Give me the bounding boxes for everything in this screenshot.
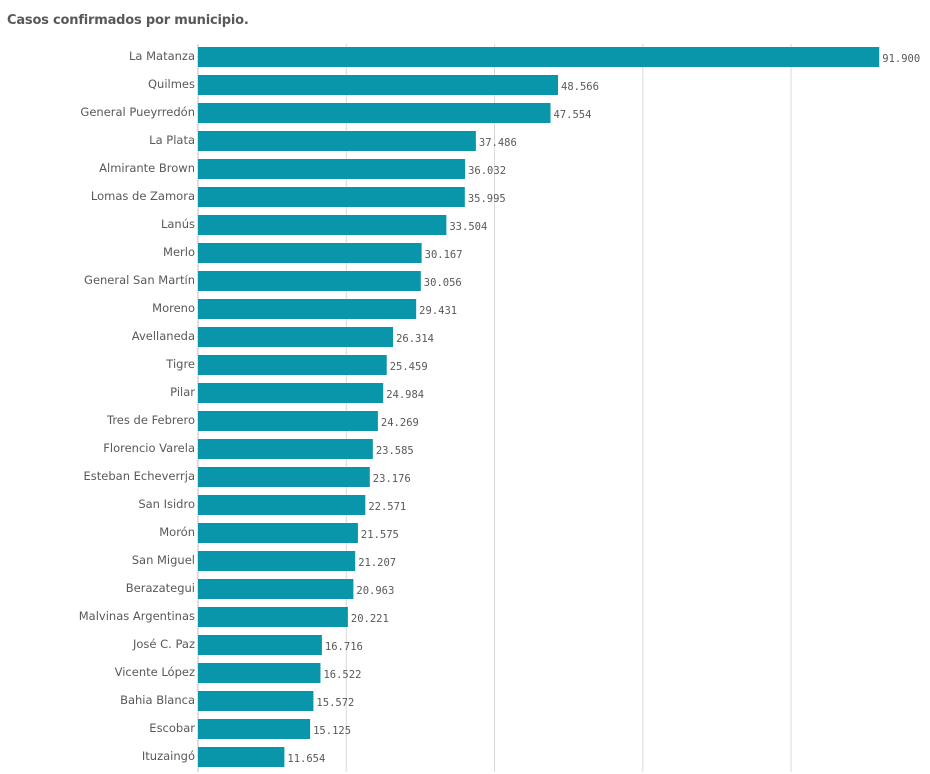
category-label: Morón [159, 525, 195, 539]
bar[interactable] [198, 75, 559, 95]
bar[interactable] [198, 607, 348, 627]
category-label: General Pueyrredón [80, 105, 195, 119]
category-label: Pilar [170, 385, 195, 399]
category-label: Moreno [152, 301, 195, 315]
value-label: 24.269 [381, 417, 419, 429]
category-label: Florencio Varela [103, 441, 195, 455]
bar[interactable] [198, 215, 447, 235]
value-label: 20.221 [351, 613, 389, 625]
category-label: Lomas de Zamora [91, 189, 195, 203]
value-label: 24.984 [386, 389, 424, 401]
category-label: Escobar [149, 721, 195, 735]
category-label: Tigre [165, 357, 195, 371]
value-label: 26.314 [396, 333, 434, 345]
bar[interactable] [198, 47, 880, 67]
bar[interactable] [198, 355, 387, 375]
category-label: La Matanza [129, 49, 195, 63]
category-label: Merlo [163, 245, 195, 259]
category-label: La Plata [149, 133, 195, 147]
value-label: 33.504 [449, 221, 487, 233]
bar[interactable] [198, 131, 476, 151]
category-label: San Isidro [138, 497, 195, 511]
value-label: 30.167 [425, 249, 463, 261]
category-label: Malvinas Argentinas [79, 609, 195, 623]
bar[interactable] [198, 411, 378, 431]
bar[interactable] [198, 383, 384, 403]
value-label: 23.585 [376, 445, 414, 457]
value-label: 47.554 [554, 109, 592, 121]
category-label: Lanús [161, 217, 195, 231]
bar[interactable] [198, 495, 366, 515]
bar[interactable] [198, 719, 311, 739]
value-label: 16.716 [325, 641, 363, 653]
bar[interactable] [198, 327, 394, 347]
value-label: 30.056 [424, 277, 462, 289]
bar[interactable] [198, 271, 421, 291]
value-label: 22.571 [368, 501, 406, 513]
category-label: Tres de Febrero [106, 413, 195, 427]
bar[interactable] [198, 103, 551, 123]
category-label: Ituzaingó [142, 749, 195, 763]
bar[interactable] [198, 159, 466, 179]
bar[interactable] [198, 663, 321, 683]
value-label: 91.900 [882, 53, 920, 65]
value-label: 11.654 [287, 753, 325, 765]
value-labels: 91.900 48.566 47.554 37.486 36.032 35.995 33.5… [287, 53, 920, 765]
value-label: 21.575 [361, 529, 399, 541]
category-label: Quilmes [148, 77, 195, 91]
value-label: 36.032 [468, 165, 506, 177]
bars [198, 47, 880, 767]
bar[interactable] [198, 299, 417, 319]
category-label: San Miguel [132, 553, 195, 567]
value-label: 25.459 [390, 361, 428, 373]
bar[interactable] [198, 747, 285, 767]
bar[interactable] [198, 467, 370, 487]
value-label: 29.431 [419, 305, 457, 317]
value-label: 23.176 [373, 473, 411, 485]
bar[interactable] [198, 551, 356, 571]
value-label: 15.125 [313, 725, 351, 737]
category-label: Berazategui [126, 581, 195, 595]
bar[interactable] [198, 187, 465, 207]
category-label: Bahia Blanca [120, 693, 195, 707]
value-label: 16.522 [323, 669, 361, 681]
value-label: 35.995 [468, 193, 506, 205]
bar[interactable] [198, 243, 422, 263]
category-label: Esteban Echeverrja [84, 469, 195, 483]
category-label: General San Martín [84, 273, 195, 287]
value-label: 37.486 [479, 137, 517, 149]
bar[interactable] [198, 579, 354, 599]
category-label: Avellaneda [132, 329, 195, 343]
gridlines [197, 44, 792, 772]
category-label: Vicente López [115, 665, 195, 679]
value-label: 48.566 [561, 81, 599, 93]
category-label: José C. Paz [132, 637, 195, 651]
value-label: 21.207 [358, 557, 396, 569]
bar[interactable] [198, 691, 314, 711]
value-label: 15.572 [316, 697, 354, 709]
bar[interactable] [198, 635, 322, 655]
category-labels: La Matanza Quilmes General Pueyrredón La Pl… [79, 49, 196, 763]
chart-title: Casos confirmados por municipio. [7, 13, 249, 28]
bar[interactable] [198, 523, 358, 543]
value-label: 20.963 [356, 585, 394, 597]
category-label: Almirante Brown [99, 161, 195, 175]
bar[interactable] [198, 439, 373, 459]
